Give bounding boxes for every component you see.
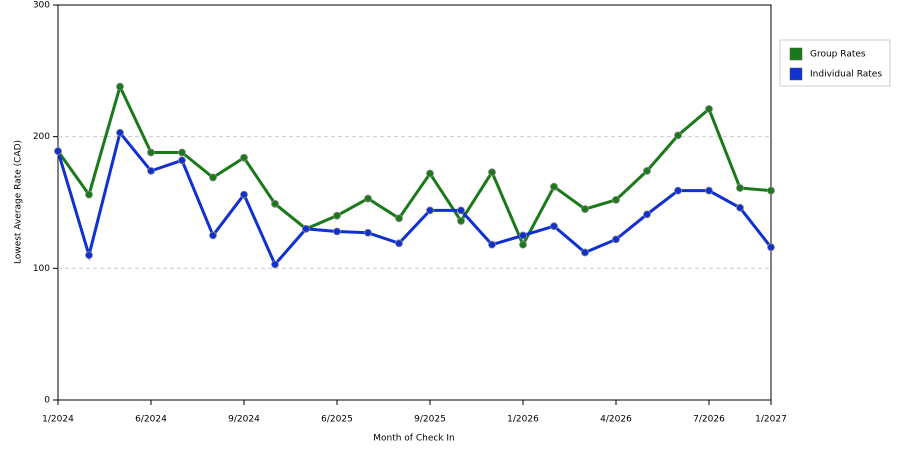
data-point [240, 190, 248, 199]
data-point [240, 153, 248, 162]
data-point [209, 173, 217, 182]
data-point [116, 128, 124, 137]
data-point [178, 156, 186, 165]
data-point [581, 205, 589, 213]
data-point [395, 239, 403, 248]
data-point [395, 214, 403, 223]
data-point [550, 222, 558, 231]
data-point [674, 186, 682, 195]
data-point [364, 228, 372, 237]
x-tick-label: 1/2027 [755, 415, 787, 425]
data-point [364, 194, 372, 203]
data-point [519, 231, 527, 240]
data-point [643, 166, 651, 175]
data-point [705, 186, 713, 195]
data-point [333, 227, 341, 236]
data-point [85, 190, 93, 199]
data-point [581, 248, 589, 257]
x-axis-label: Month of Check In [373, 434, 455, 444]
data-point [302, 224, 310, 233]
x-tick-label: 9/2025 [414, 415, 446, 425]
data-point [612, 235, 620, 244]
y-tick-label: 100 [33, 264, 50, 274]
data-point [457, 217, 465, 225]
data-point [643, 210, 651, 219]
legend-label: Individual Rates [810, 70, 882, 80]
data-point [612, 195, 620, 204]
data-point [736, 203, 744, 212]
data-point [705, 105, 713, 113]
data-point [488, 168, 496, 177]
series-line [56, 82, 772, 249]
data-point [767, 243, 775, 252]
data-point [333, 211, 341, 220]
data-point [736, 184, 744, 192]
data-point [426, 206, 434, 215]
data-point [457, 206, 465, 215]
y-axis-label: Lowest Average Rate (CAD) [14, 140, 24, 264]
data-point [85, 251, 93, 260]
data-point [674, 131, 682, 140]
data-point [54, 147, 62, 156]
x-tick-label: 6/2024 [135, 415, 167, 425]
y-tick-label: 0 [44, 396, 50, 406]
y-tick-label: 200 [33, 132, 50, 142]
data-point [116, 82, 124, 91]
series-line [56, 129, 773, 268]
legend-swatch [789, 67, 803, 81]
data-point [178, 148, 186, 157]
data-point [271, 260, 279, 269]
x-tick-label: 1/2024 [42, 415, 74, 425]
x-tick-label: 1/2026 [507, 415, 539, 425]
data-point [488, 240, 496, 249]
x-tick-label: 7/2026 [693, 415, 725, 425]
data-point [426, 169, 434, 178]
x-tick-label: 9/2024 [228, 415, 260, 425]
legend-label: Group Rates [810, 50, 866, 60]
data-point [209, 231, 217, 240]
legend-swatch [789, 47, 803, 61]
plot-area [57, 4, 772, 401]
x-tick-label: 4/2026 [600, 415, 632, 425]
data-point [271, 199, 279, 208]
data-point [550, 182, 558, 191]
y-tick-label: 300 [33, 1, 50, 11]
data-point [519, 240, 527, 249]
data-point [147, 166, 155, 175]
data-point [767, 186, 775, 195]
x-tick-label: 6/2025 [321, 415, 353, 425]
data-point [147, 148, 155, 157]
